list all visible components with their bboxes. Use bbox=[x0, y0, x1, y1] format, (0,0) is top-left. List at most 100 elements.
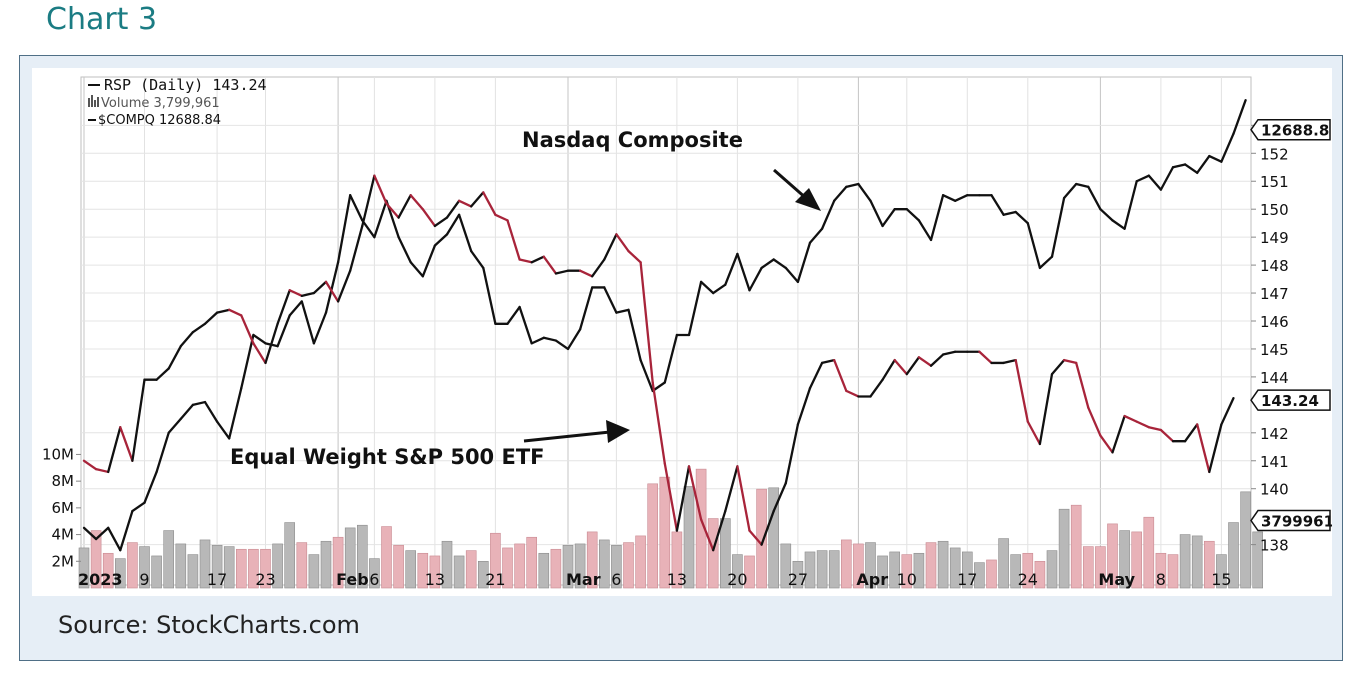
volume-bar bbox=[381, 526, 392, 589]
rsp-line-segment bbox=[131, 378, 146, 462]
compq-line-segment bbox=[929, 194, 945, 242]
rsp-line-segment bbox=[845, 389, 860, 398]
rsp-line-segment bbox=[1123, 414, 1138, 423]
volume-bar bbox=[671, 531, 683, 589]
volume-bar bbox=[768, 487, 780, 589]
volume-bar bbox=[1070, 504, 1082, 589]
rsp-line-segment bbox=[905, 356, 921, 376]
rsp-line-segment bbox=[881, 358, 896, 381]
volume-bar bbox=[586, 531, 598, 589]
rsp-line-segment bbox=[433, 216, 449, 228]
compq-line-segment bbox=[131, 501, 146, 513]
page-title: Chart 3 bbox=[46, 2, 158, 37]
rsp-line-segment bbox=[240, 314, 255, 345]
rsp-line-segment bbox=[699, 518, 715, 552]
x-tick-label: Feb bbox=[336, 570, 369, 589]
rsp-line-segment bbox=[482, 191, 497, 216]
compq-line-segment bbox=[1099, 208, 1114, 222]
compq-line-segment bbox=[240, 333, 255, 390]
y-tick-label: 146 bbox=[1260, 313, 1289, 331]
compq-line-segment bbox=[1147, 174, 1163, 191]
x-tick-label: 8 bbox=[1156, 570, 1166, 589]
rsp-line-segment bbox=[421, 208, 437, 228]
rsp-line-segment bbox=[1075, 361, 1090, 409]
volume-bar bbox=[320, 540, 332, 589]
compq-line-segment bbox=[760, 258, 775, 270]
rsp-line-segment bbox=[663, 462, 679, 532]
compq-line-segment bbox=[603, 286, 618, 314]
rsp-line-segment bbox=[784, 423, 800, 485]
volume-bar bbox=[974, 562, 985, 589]
volume-bar bbox=[1083, 546, 1094, 589]
x-tick-label: 15 bbox=[1211, 570, 1231, 589]
volume-bar bbox=[683, 486, 695, 589]
compq-line-segment bbox=[433, 233, 449, 247]
rsp-line-segment bbox=[808, 361, 824, 390]
volume-bar bbox=[1131, 531, 1142, 589]
rsp-line-segment bbox=[470, 191, 485, 208]
y-tick-label: 138 bbox=[1260, 537, 1289, 555]
rsp-line-segment bbox=[312, 280, 328, 295]
volume-bar bbox=[828, 550, 840, 589]
compq-line-segment bbox=[530, 336, 545, 345]
compq-line-segment bbox=[772, 258, 787, 270]
compq-line-segment bbox=[1002, 210, 1017, 216]
compq-line-segment bbox=[1123, 180, 1138, 230]
volume-bar bbox=[598, 539, 610, 589]
compq-line-segment bbox=[639, 358, 654, 393]
compq-line-segment bbox=[627, 308, 642, 362]
volume-bar bbox=[187, 554, 199, 589]
compq-line-segment bbox=[445, 213, 461, 236]
y-tick-label: 150 bbox=[1260, 201, 1289, 219]
rsp-last-tag-text: 143.24 bbox=[1261, 392, 1319, 410]
rsp-line-segment bbox=[506, 219, 521, 261]
volume-bar bbox=[211, 544, 223, 589]
compq-line-segment bbox=[687, 280, 703, 337]
rsp-line-segment bbox=[445, 199, 461, 219]
compq-line-segment bbox=[215, 420, 231, 440]
rsp-line-segment bbox=[203, 311, 219, 325]
volume-bar bbox=[1216, 554, 1227, 589]
rsp-line-segment bbox=[361, 174, 376, 228]
compq-line-segment bbox=[143, 470, 158, 504]
compq-line-segment bbox=[1196, 154, 1211, 175]
volume-bar bbox=[296, 542, 308, 589]
compq-line-segment bbox=[1220, 132, 1235, 163]
volume-bar bbox=[732, 554, 743, 589]
volume-bar bbox=[369, 558, 380, 589]
volume-bar bbox=[1095, 546, 1106, 589]
volume-bar bbox=[477, 560, 489, 589]
volume-bar bbox=[175, 543, 187, 589]
rsp-line-segment bbox=[675, 465, 691, 532]
volume-bar bbox=[998, 538, 1009, 589]
compq-line-segment bbox=[1111, 219, 1126, 230]
rsp-line-segment bbox=[191, 322, 207, 334]
compq-line-segment bbox=[457, 213, 473, 253]
rsp-line-segment bbox=[833, 358, 848, 393]
x-tick-label: 6 bbox=[611, 570, 621, 589]
rsp-line-segment bbox=[651, 381, 666, 465]
rsp-line-segment bbox=[264, 322, 279, 365]
compq-line-segment bbox=[179, 403, 195, 420]
compq-line-segment bbox=[699, 280, 715, 295]
x-tick-label: 17 bbox=[957, 570, 977, 589]
volume-bar bbox=[127, 542, 138, 589]
rsp-line-segment bbox=[1220, 396, 1235, 426]
compq-line-segment bbox=[784, 266, 800, 284]
compq-line-segment bbox=[288, 300, 303, 317]
volume-bar bbox=[1204, 540, 1215, 589]
nasdaq-arrow-head bbox=[795, 188, 821, 211]
rsp-line-segment bbox=[215, 308, 231, 314]
volume-bar bbox=[1010, 554, 1022, 589]
volume-bar bbox=[865, 542, 876, 589]
compq-line-segment bbox=[724, 252, 739, 286]
y-tick-label: 147 bbox=[1260, 285, 1289, 303]
rsp-line-segment bbox=[518, 258, 533, 264]
legend-volume-marker bbox=[88, 95, 99, 107]
x-tick-label: 20 bbox=[727, 570, 747, 589]
volume-bar bbox=[1155, 552, 1167, 589]
y-tick-label: 144 bbox=[1260, 369, 1289, 387]
volume-bar bbox=[417, 552, 429, 589]
nasdaq-arrow-shaft bbox=[773, 168, 808, 201]
rsp-line-segment bbox=[578, 269, 594, 278]
